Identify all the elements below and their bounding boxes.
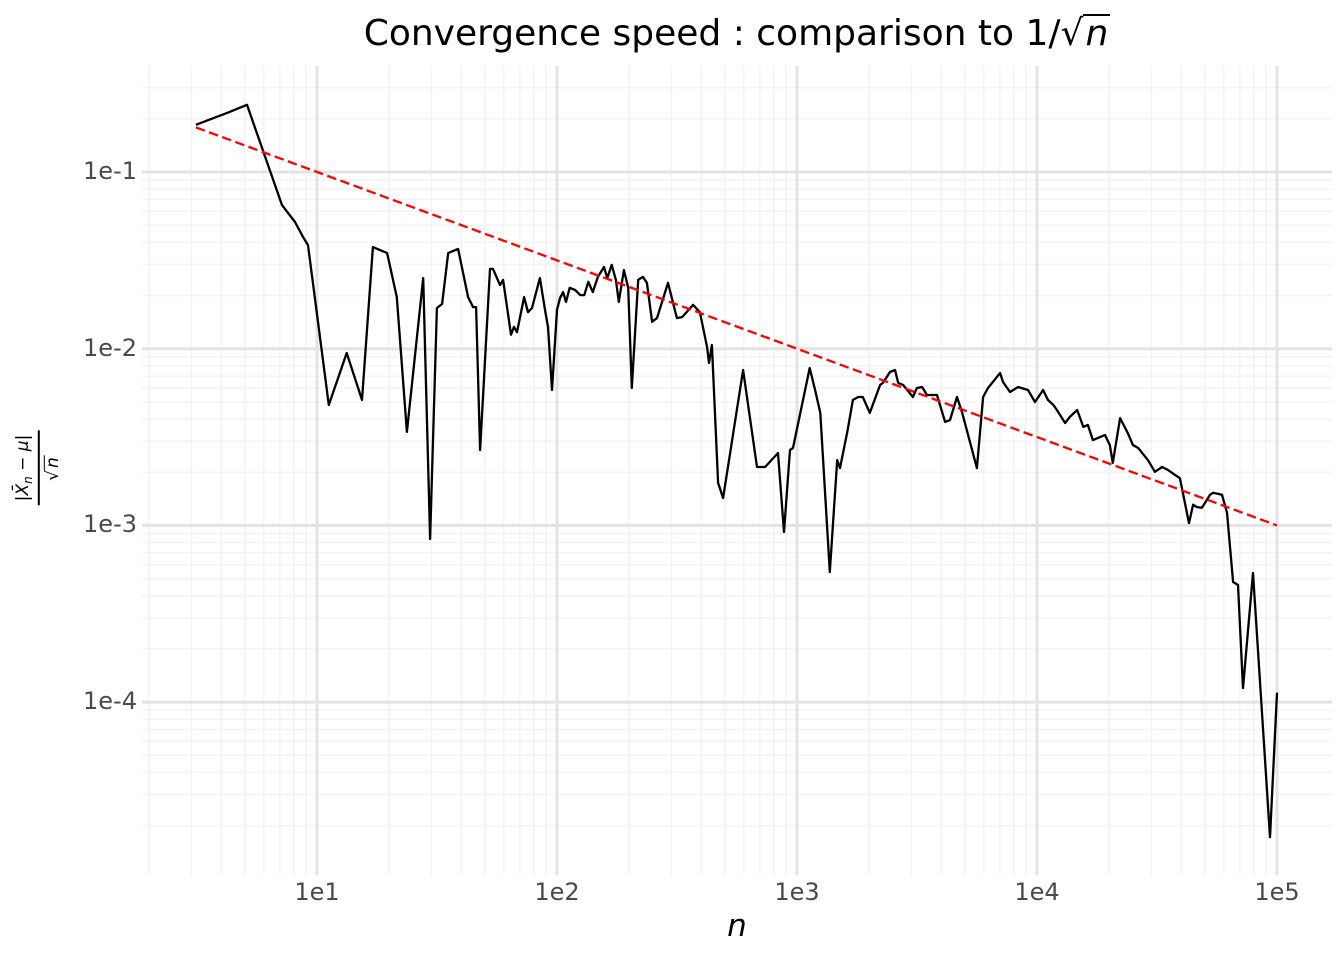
sqrt-arg: n: [1083, 13, 1111, 54]
reference-1-over-sqrt-n-line: [195, 126, 1278, 527]
x-tick-label: 1e5: [1254, 878, 1300, 906]
y-tick-label: 1e-3: [83, 510, 137, 539]
fraction-denominator: √n: [43, 455, 64, 481]
x-tick-label: 1e1: [294, 878, 340, 906]
empirical-convergence-error-line: [195, 103, 1279, 839]
y-tick-label: 1e-1: [83, 157, 137, 185]
x-tick-label: 1e4: [1014, 878, 1060, 906]
x-tick-label: 1e2: [534, 878, 580, 906]
fraction-numerator: |X̄n − μ|: [12, 430, 41, 506]
y-tick-label: 1e-4: [83, 687, 137, 716]
x-tick-label: 1e3: [774, 878, 820, 906]
chart-title: Convergence speed : comparison to 1/√n: [142, 13, 1332, 54]
chart-title-text: Convergence speed : comparison to 1/: [363, 13, 1061, 54]
y-axis-fraction: |X̄n − μ| √n: [12, 430, 64, 506]
sqrt-radical-icon: √: [1060, 13, 1084, 54]
sqrt-radical-icon: √: [43, 469, 64, 481]
x-axis-title: n: [727, 908, 747, 944]
y-tick-label: 1e-2: [83, 333, 137, 362]
